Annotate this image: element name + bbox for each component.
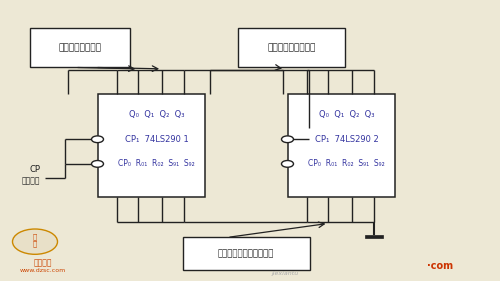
Text: 维库一下: 维库一下 xyxy=(33,258,52,267)
Bar xyxy=(288,94,395,197)
Text: 计数：复位、置位端无效: 计数：复位、置位端无效 xyxy=(218,249,274,258)
Circle shape xyxy=(92,136,104,143)
Bar xyxy=(98,94,205,197)
Text: ·com: ·com xyxy=(427,260,453,271)
Bar xyxy=(364,235,382,238)
Bar xyxy=(182,237,310,270)
Bar xyxy=(238,28,345,67)
Text: 计数脉冲: 计数脉冲 xyxy=(22,176,40,185)
Text: 维
库: 维 库 xyxy=(33,233,37,247)
Text: www.dzsc.com: www.dzsc.com xyxy=(20,268,66,273)
Text: CP₀  R₀₁  R₀₂  S₉₁  S₉₂: CP₀ R₀₁ R₀₂ S₉₁ S₉₂ xyxy=(308,159,385,168)
Circle shape xyxy=(12,229,58,254)
Text: CP₁  74LS290 1: CP₁ 74LS290 1 xyxy=(125,135,188,144)
Text: Q₀  Q₁  Q₂  Q₃: Q₀ Q₁ Q₂ Q₃ xyxy=(319,110,374,119)
Text: jiexiantu: jiexiantu xyxy=(272,271,298,277)
Bar xyxy=(30,28,130,67)
Text: Q₀  Q₁  Q₂  Q₃: Q₀ Q₁ Q₂ Q₃ xyxy=(129,110,184,119)
Text: 接成十进制计数器: 接成十进制计数器 xyxy=(58,43,102,52)
Text: 进位信号下降沿有效: 进位信号下降沿有效 xyxy=(267,43,316,52)
Circle shape xyxy=(92,160,104,167)
Text: CP: CP xyxy=(29,165,40,174)
Text: CP₀  R₀₁  R₀₂  S₉₁  S₉₂: CP₀ R₀₁ R₀₂ S₉₁ S₉₂ xyxy=(118,159,195,168)
Text: CP₁  74LS290 2: CP₁ 74LS290 2 xyxy=(315,135,378,144)
Circle shape xyxy=(282,160,294,167)
Circle shape xyxy=(282,136,294,143)
